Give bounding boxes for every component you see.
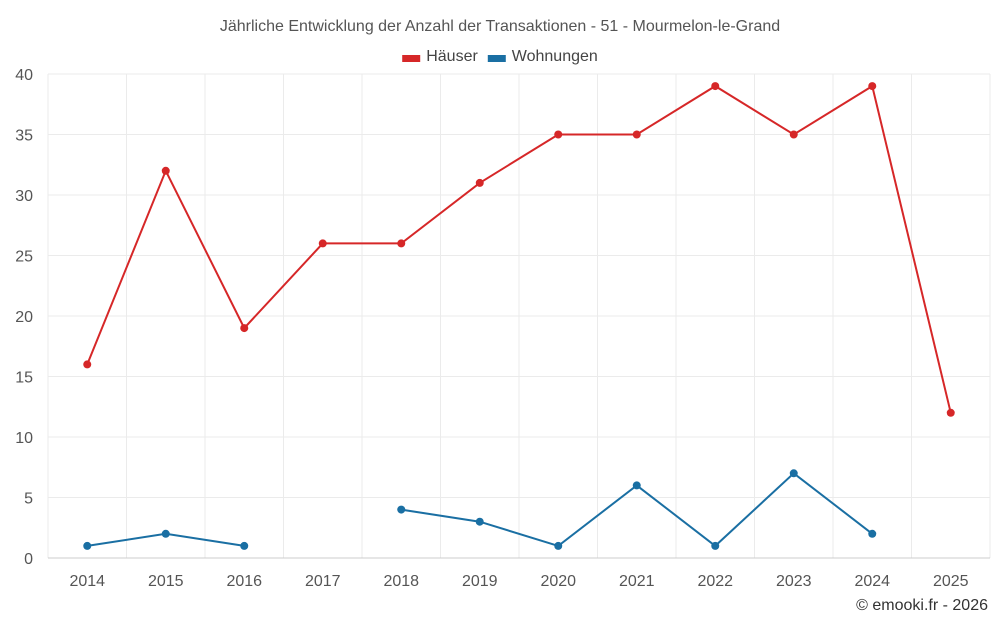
x-tick-label: 2025 <box>933 573 969 590</box>
data-point <box>475 517 484 526</box>
data-point <box>83 541 92 550</box>
data-point <box>397 239 406 248</box>
x-tick-label: 2019 <box>462 573 498 590</box>
legend-swatch <box>402 55 421 62</box>
data-point <box>789 469 798 478</box>
y-tick-label: 30 <box>15 188 33 205</box>
credit-text: © emooki.fr - 2026 <box>856 597 988 614</box>
data-point <box>868 529 877 538</box>
data-point <box>161 166 170 175</box>
data-point <box>554 541 563 550</box>
data-point <box>711 82 720 91</box>
grid <box>47 73 991 558</box>
legend-label: Wohnungen <box>512 48 598 65</box>
data-point <box>475 178 484 187</box>
data-point <box>240 541 249 550</box>
series-1 <box>83 469 877 550</box>
series <box>83 82 955 550</box>
x-tick-label: 2018 <box>383 573 419 590</box>
chart-title: Jährliche Entwicklung der Anzahl der Tra… <box>220 18 780 35</box>
y-tick-label: 0 <box>24 551 33 568</box>
legend-item: Wohnungen <box>487 48 598 65</box>
x-tick-label: 2015 <box>148 573 184 590</box>
y-tick-label: 5 <box>24 491 33 508</box>
y-tick-label: 10 <box>15 430 33 447</box>
data-point <box>554 130 563 139</box>
series-line <box>86 84 952 414</box>
data-point <box>632 130 641 139</box>
data-point <box>161 529 170 538</box>
data-point <box>789 130 798 139</box>
x-tick-label: 2017 <box>305 573 341 590</box>
y-tick-label: 35 <box>15 128 33 145</box>
data-point <box>868 82 877 91</box>
data-point <box>946 408 955 417</box>
legend-item: Häuser <box>402 48 478 65</box>
y-tick-label: 15 <box>15 370 33 387</box>
x-tick-label: 2016 <box>226 573 262 590</box>
x-tick-label: 2022 <box>697 573 733 590</box>
legend: Häuser Wohnungen <box>402 48 598 65</box>
x-tick-label: 2020 <box>540 573 576 590</box>
legend-swatch <box>487 55 506 62</box>
x-tick-label: 2014 <box>69 573 105 590</box>
data-point <box>240 324 249 333</box>
data-point <box>632 481 641 490</box>
series-0 <box>83 82 955 417</box>
x-tick-label: 2023 <box>776 573 812 590</box>
y-tick-label: 25 <box>15 249 33 266</box>
data-point <box>397 505 406 514</box>
x-tick-label: 2024 <box>854 573 890 590</box>
x-tick-label: 2021 <box>619 573 655 590</box>
legend-label: Häuser <box>426 48 478 65</box>
y-tick-label: 40 <box>15 67 33 84</box>
data-point <box>318 239 327 248</box>
y-tick-label: 20 <box>15 309 33 326</box>
data-point <box>83 360 92 369</box>
data-point <box>711 541 720 550</box>
